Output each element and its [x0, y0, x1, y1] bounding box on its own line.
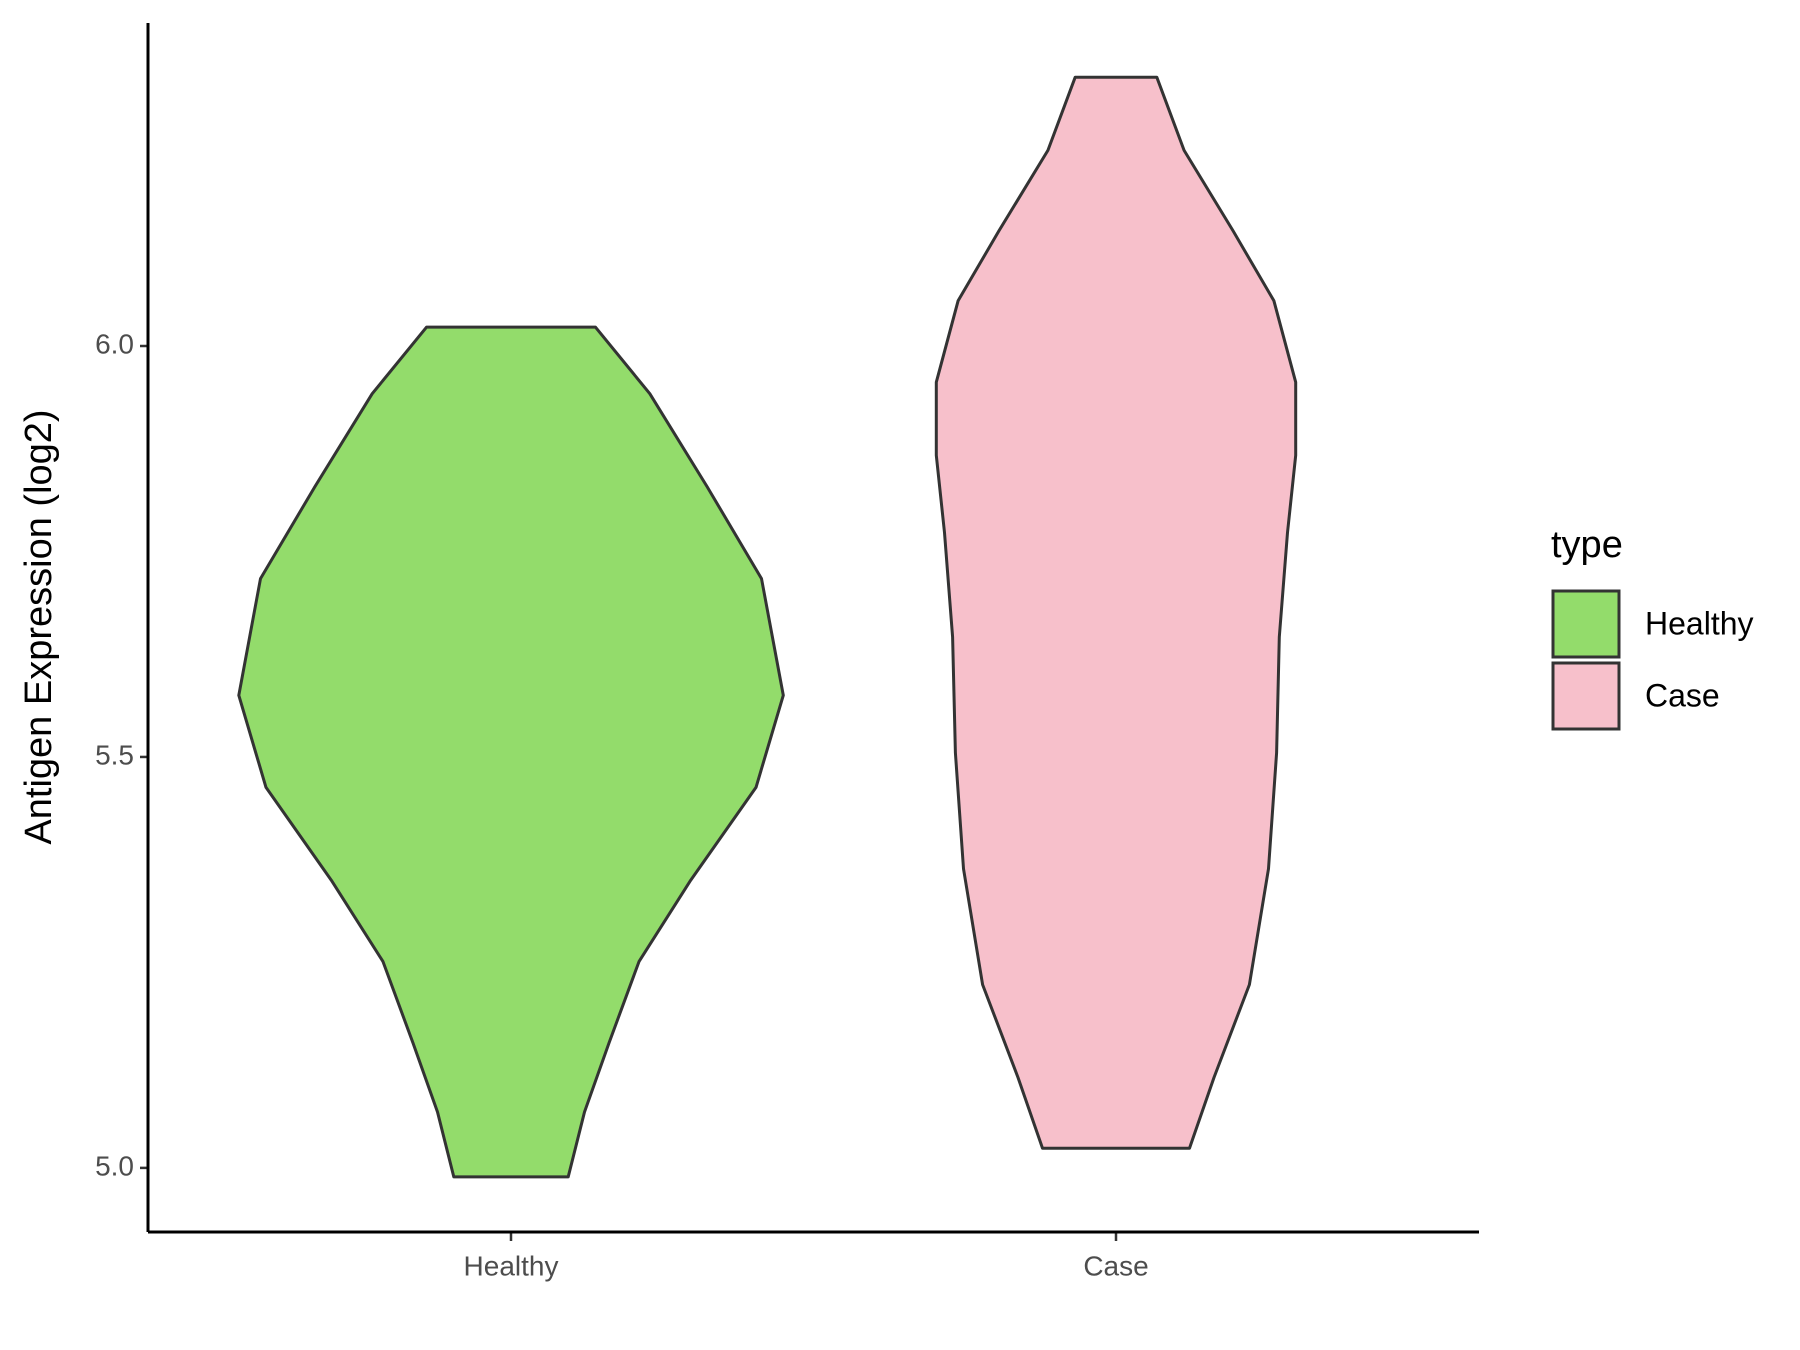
y-tick-label: 5.0	[95, 1150, 134, 1181]
legend-title: type	[1551, 524, 1623, 566]
x-tick-label: Healthy	[464, 1250, 559, 1281]
violin	[934, 75, 1298, 1150]
y-axis-title: Antigen Expression (log2)	[18, 409, 60, 844]
y-tick-label: 5.5	[95, 739, 134, 770]
legend-label: Case	[1645, 677, 1720, 713]
legend-label: Healthy	[1645, 605, 1754, 641]
y-tick-label: 6.0	[95, 328, 134, 359]
x-tick-label: Case	[1083, 1250, 1148, 1281]
legend-key	[1551, 589, 1621, 659]
legend-key	[1551, 661, 1621, 731]
violin	[237, 325, 785, 1179]
